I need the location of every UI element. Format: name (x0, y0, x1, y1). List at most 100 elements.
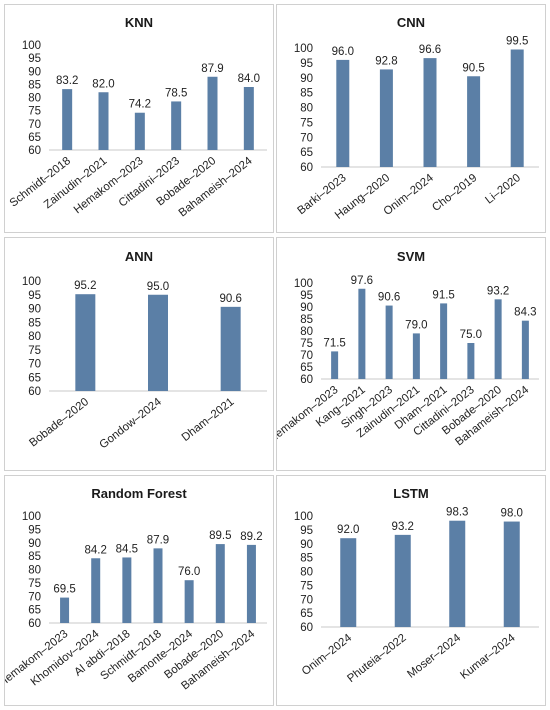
x-tick-label: Cho–2019 (430, 172, 479, 214)
y-tick-label: 90 (300, 73, 313, 85)
data-label: 97.6 (351, 275, 373, 287)
y-tick-label: 80 (28, 331, 41, 343)
bar (207, 76, 218, 150)
chart-panel: CNN 60 65 70 75 80 85 90 95 100 96.0 Barki–2023 92.8… (276, 4, 546, 233)
bar (521, 320, 529, 379)
data-label: 87.9 (147, 534, 169, 546)
y-tick-label: 75 (28, 345, 41, 357)
y-tick-label: 90 (28, 304, 41, 316)
data-label: 92.8 (375, 55, 397, 67)
y-tick-label: 75 (28, 106, 41, 118)
chart-title: CNN (397, 15, 425, 30)
chart-title: ANN (125, 249, 153, 264)
bar (394, 534, 411, 627)
x-tick-label: Phuteia–2022 (345, 632, 408, 685)
y-tick-label: 90 (300, 539, 313, 551)
bar (494, 299, 502, 379)
data-label: 90.6 (378, 292, 400, 304)
chart-panel: SVM 60 65 70 75 80 85 90 95 100 71.5 Hemakom–2023 97… (276, 237, 546, 471)
data-label: 76.0 (178, 566, 200, 578)
y-tick-label: 90 (28, 538, 41, 550)
bar (91, 558, 101, 623)
y-tick-label: 95 (300, 525, 313, 537)
y-tick-label: 80 (300, 326, 313, 338)
data-label: 91.5 (432, 289, 454, 301)
y-tick-label: 95 (300, 290, 313, 302)
bar (246, 544, 256, 623)
data-label: 96.0 (332, 46, 354, 58)
x-tick-label: Moser–2024 (405, 632, 463, 681)
bar (215, 544, 225, 623)
chart-title: Random Forest (91, 486, 187, 501)
y-tick-label: 75 (300, 117, 313, 129)
y-tick-label: 65 (28, 605, 41, 617)
y-tick-label: 90 (300, 302, 313, 314)
data-label: 74.2 (129, 99, 151, 111)
bar (184, 580, 194, 623)
data-label: 95.0 (147, 281, 169, 293)
y-tick-label: 70 (28, 359, 41, 371)
y-tick-label: 80 (28, 93, 41, 105)
data-label: 79.0 (405, 319, 427, 331)
y-tick-label: 65 (28, 372, 41, 384)
chart-panel: ANN 60 65 70 75 80 85 90 95 100 95.2 Bobade–2020 95.… (4, 237, 274, 471)
bar (134, 112, 145, 150)
chart-panel: KNN 60 65 70 75 80 85 90 95 100 83.2 Schmidt–2018 82… (4, 4, 274, 233)
bar (340, 538, 357, 627)
data-label: 87.9 (201, 63, 223, 75)
y-tick-label: 65 (300, 362, 313, 374)
x-tick-label: Onim–2024 (300, 632, 355, 678)
y-tick-label: 100 (22, 40, 41, 52)
data-label: 84.0 (238, 73, 260, 85)
data-label: 82.0 (92, 78, 114, 90)
x-tick-label: Gondow–2024 (98, 396, 165, 452)
chart-title: LSTM (393, 486, 428, 501)
y-tick-label: 100 (294, 511, 313, 523)
chart-panel: LSTM 60 65 70 75 80 85 90 95 100 92.0 Onim–2024 93.2… (276, 475, 546, 706)
x-tick-label: Bobade–2020 (27, 396, 91, 450)
y-tick-label: 95 (28, 53, 41, 65)
data-label: 90.5 (462, 62, 484, 74)
y-tick-label: 85 (300, 314, 313, 326)
data-label: 95.2 (74, 280, 96, 292)
data-label: 92.0 (337, 524, 359, 536)
y-tick-label: 70 (300, 594, 313, 606)
bar-chart: SVM606570758085909510071.5Hemakom–202397… (277, 249, 539, 448)
bar (440, 303, 448, 379)
bar (62, 89, 73, 150)
y-tick-label: 60 (28, 386, 41, 398)
chart-title: SVM (397, 249, 425, 264)
data-label: 89.5 (209, 530, 231, 542)
y-tick-label: 100 (22, 511, 41, 523)
bar (379, 69, 393, 167)
chart-title: KNN (125, 15, 153, 30)
data-label: 84.2 (85, 544, 107, 556)
y-tick-label: 100 (294, 43, 313, 55)
y-tick-label: 60 (300, 162, 313, 174)
y-tick-label: 95 (300, 58, 313, 70)
y-tick-label: 80 (300, 103, 313, 115)
y-tick-label: 65 (300, 147, 313, 159)
data-label: 98.0 (501, 508, 523, 520)
data-label: 98.3 (446, 507, 468, 519)
bar (220, 306, 241, 391)
x-tick-label: Schmidt–2018 (8, 155, 73, 210)
bar-chart: Random Forest606570758085909510069.5Hema… (5, 486, 267, 692)
bar (467, 343, 475, 379)
y-tick-label: 100 (294, 278, 313, 290)
bar (510, 49, 524, 167)
y-tick-label: 65 (28, 132, 41, 144)
bar (75, 294, 96, 391)
x-tick-label: Kumar–2024 (458, 632, 518, 682)
y-tick-label: 70 (300, 132, 313, 144)
y-tick-label: 85 (28, 551, 41, 563)
y-tick-label: 70 (28, 119, 41, 131)
bar (122, 557, 132, 623)
y-tick-label: 85 (28, 79, 41, 91)
y-tick-label: 85 (28, 317, 41, 329)
data-label: 84.3 (514, 307, 536, 319)
data-label: 75.0 (460, 329, 482, 341)
chart-panel: Random Forest 60 65 70 75 80 85 90 95 100 69.5 Hema… (4, 475, 274, 706)
